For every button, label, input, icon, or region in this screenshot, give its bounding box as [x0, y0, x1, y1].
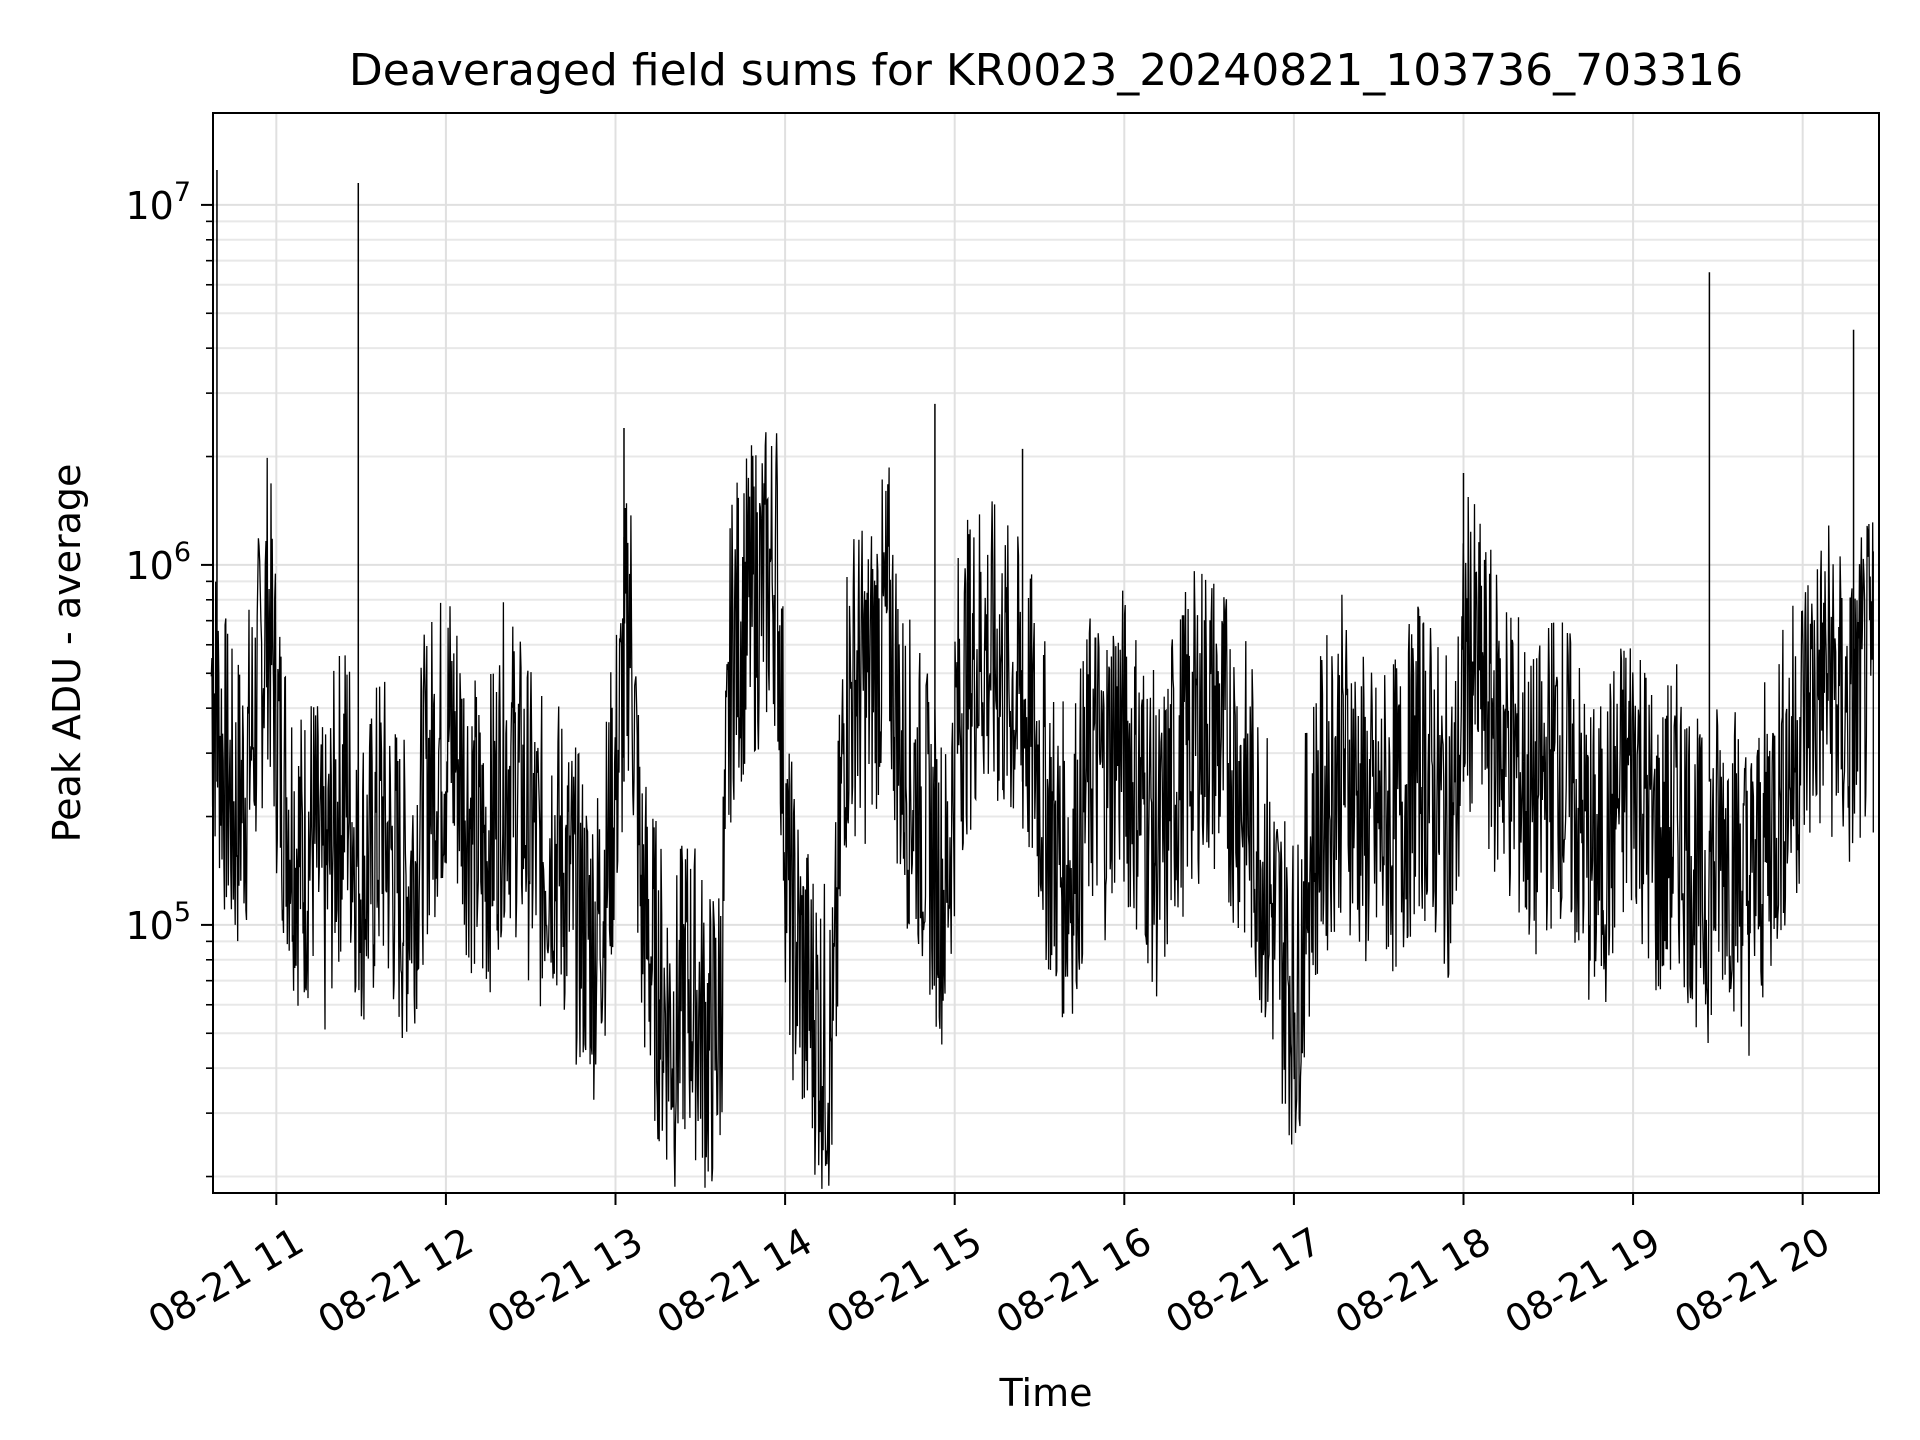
x-tick-label: 08-21 14 — [650, 1219, 820, 1343]
y-tick-label-exponent: 5 — [174, 897, 191, 928]
y-tick-label-exponent: 7 — [174, 177, 191, 208]
y-axis-label: Peak ADU - average — [45, 464, 89, 843]
x-tick-label: 08-21 15 — [819, 1219, 989, 1343]
series-layer — [210, 170, 1874, 1189]
x-tick-label: 08-21 12 — [310, 1219, 480, 1343]
x-tick-label: 08-21 18 — [1328, 1219, 1498, 1343]
x-tick-label: 08-21 17 — [1158, 1219, 1328, 1343]
x-tick-label: 08-21 13 — [480, 1219, 650, 1343]
plot-area — [210, 112, 1880, 1194]
y-tick-label-base: 10 — [125, 544, 173, 588]
y-tick-label: 106 — [125, 537, 191, 588]
y-tick-label-base: 10 — [125, 904, 173, 948]
x-tick-label: 08-21 11 — [141, 1219, 311, 1343]
plot-frame — [212, 112, 1880, 1194]
series-line — [210, 432, 1874, 1189]
plot-background — [213, 113, 1879, 1193]
x-axis-label: Time — [999, 1371, 1093, 1415]
y-tick-label: 105 — [125, 897, 191, 948]
x-tick-label: 08-21 19 — [1498, 1219, 1668, 1343]
y-tick-label-exponent: 6 — [174, 537, 191, 568]
x-axis: 08-21 11 08-21 12 08-21 13 08-21 14 08-21 15… — [141, 1193, 1837, 1342]
y-tick-label-base: 10 — [125, 184, 173, 228]
y-tick-label: 107 — [125, 177, 191, 228]
x-tick-label: 08-21 16 — [989, 1219, 1159, 1343]
x-tick-label: 08-21 20 — [1667, 1219, 1837, 1343]
chart-title: Deaveraged field sums for KR0023_2024082… — [349, 45, 1743, 96]
